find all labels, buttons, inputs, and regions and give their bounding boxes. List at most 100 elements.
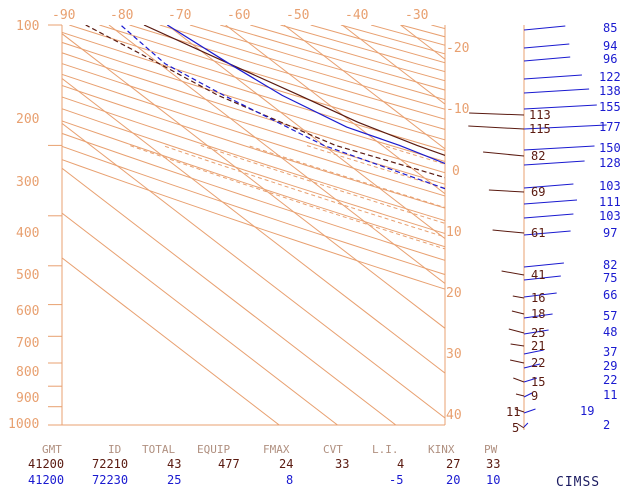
top-temperature-axis: -90 -80 -70 -60 -50 -40 -30 [52, 8, 428, 23]
wind-line [512, 295, 525, 299]
stats-header: FMAX [263, 443, 290, 456]
stats-cell: 33 [486, 457, 500, 471]
moist-adiabat [162, 144, 445, 238]
temp-tick: -70 [168, 8, 191, 23]
wind-label: 11 [506, 405, 520, 419]
wind-line [483, 151, 525, 157]
wind-line [523, 199, 578, 205]
isotherm-line [108, 25, 445, 285]
temp-tick: -30 [405, 8, 428, 23]
wind-label: 103 [599, 179, 621, 193]
wind-line [469, 112, 525, 116]
wind-line [523, 104, 597, 110]
wind-label: 29 [603, 359, 617, 373]
pressure-tick: 200 [16, 112, 39, 127]
pressure-tick: 300 [16, 175, 39, 190]
moist-adiabat [306, 144, 445, 189]
isotherm-line [62, 122, 445, 419]
wind-label: 122 [599, 70, 621, 84]
wind-label: 75 [603, 271, 617, 285]
stats-cell: 27 [446, 457, 460, 471]
pressure-tick: 600 [16, 304, 39, 319]
pressure-tick: 700 [16, 336, 39, 351]
wind-line [515, 393, 525, 397]
wind-line [523, 363, 541, 369]
wind-line [523, 422, 529, 428]
stats-header: KINX [428, 443, 455, 456]
stats-header: GMT [42, 443, 62, 456]
isotherm-labels: -20 -10 0 10 20 30 40 [446, 41, 469, 423]
wind-label: 69 [531, 185, 545, 199]
stats-cell: 41200 [28, 473, 64, 487]
dry-adiabat [62, 96, 445, 222]
wind-label: 128 [599, 156, 621, 170]
wind-label: 25 [531, 326, 545, 340]
wind-line [510, 343, 525, 347]
isobars [48, 24, 62, 426]
wind-label: 22 [603, 373, 617, 387]
dry-adiabat [62, 159, 445, 290]
isotherm-label: -20 [446, 41, 469, 56]
temp-tick: -50 [286, 8, 309, 23]
wind-line [523, 74, 582, 80]
wind-line [468, 125, 525, 130]
isotherm-line [62, 33, 445, 329]
wind-label: 103 [599, 209, 621, 223]
stats-header: ID [108, 443, 121, 456]
wind-label: 97 [603, 226, 617, 240]
stats-cell: -5 [389, 473, 403, 487]
wind-label: 19 [580, 404, 594, 418]
temp-tick: -60 [227, 8, 250, 23]
dry-adiabat [62, 108, 445, 235]
wind-label: 2 [603, 418, 610, 432]
temp-tick: -80 [110, 8, 133, 23]
dry-adiabats [62, 25, 445, 290]
isotherm-label: 20 [446, 286, 462, 301]
dewpoint-trace-72210 [85, 25, 445, 179]
stats-cell: 20 [446, 473, 460, 487]
wind-label: 111 [599, 195, 621, 209]
moist-adiabat [200, 144, 445, 224]
dry-adiabat [62, 31, 445, 152]
stats-cell: 25 [167, 473, 181, 487]
wind-label: 61 [531, 226, 545, 240]
wind-line [523, 377, 538, 383]
dry-adiabat [99, 25, 445, 130]
wind-label: 177 [599, 120, 621, 134]
wind-labels-72230: 85 94 96 122 138 155 177 150 128 103 111… [580, 21, 621, 432]
isotherm-label: 40 [446, 408, 462, 423]
pressure-tick: 500 [16, 268, 39, 283]
wind-line [523, 313, 553, 319]
dry-adiabat [62, 120, 445, 248]
isotherm-line [225, 25, 445, 195]
pressure-tick: 900 [16, 391, 39, 406]
isotherm-label: 10 [446, 225, 462, 240]
temp-tick: -40 [345, 8, 368, 23]
stats-table: GMT ID TOTAL EQUIP FMAX CVT L.I. KINX PW… [28, 443, 500, 487]
wind-label: 22 [531, 356, 545, 370]
wind-label: 115 [529, 122, 551, 136]
isotherm-line [341, 25, 445, 105]
dry-adiabat [62, 145, 445, 276]
stats-cell: 72230 [92, 473, 128, 487]
stats-cell: 10 [486, 473, 500, 487]
temperature-trace-72230 [166, 25, 445, 165]
stats-header: TOTAL [142, 443, 175, 456]
wind-line [523, 275, 561, 281]
wind-label: 57 [603, 309, 617, 323]
wind-label: 16 [531, 291, 545, 305]
wind-label: 18 [531, 307, 545, 321]
brand-label: CIMSS [556, 475, 600, 490]
wind-label: 85 [603, 21, 617, 35]
pressure-tick: 400 [16, 226, 39, 241]
isotherm-line [283, 25, 445, 150]
sounding-traces [85, 25, 445, 190]
moist-adiabat [129, 144, 445, 250]
wind-line [523, 329, 549, 335]
isotherm-label: 30 [446, 347, 462, 362]
plot-frame [61, 25, 446, 426]
stats-cell: 72210 [92, 457, 128, 471]
wind-line [488, 189, 525, 193]
isotherm-line [62, 167, 397, 425]
